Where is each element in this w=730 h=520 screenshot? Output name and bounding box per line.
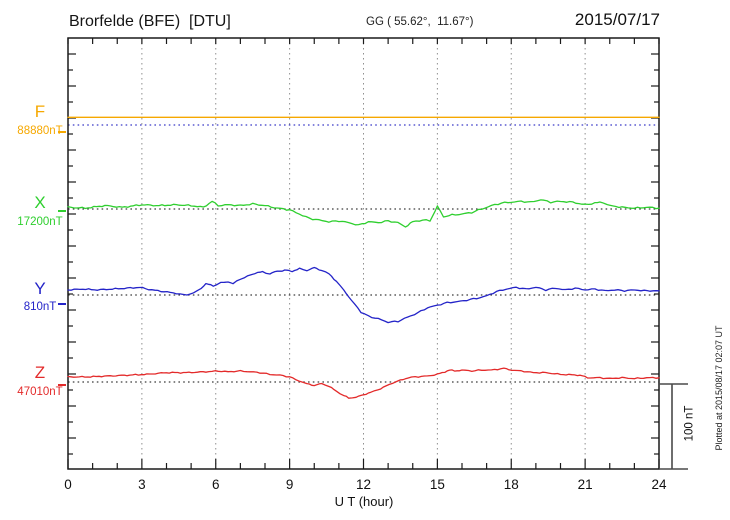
trace-z — [67, 367, 660, 399]
x-axis-tick-label: 0 — [64, 477, 72, 492]
component-baseline-z: 47010nT — [17, 386, 63, 398]
x-axis-tick-label: 12 — [355, 477, 372, 492]
component-baseline-y: 810nT — [23, 301, 57, 313]
x-axis-title: U T (hour) — [334, 494, 394, 509]
component-baseline-f: 88880nT — [17, 125, 63, 137]
x-axis-tick-label: 18 — [503, 477, 519, 492]
component-baseline-x: 17200nT — [17, 216, 63, 228]
plotted-at-timestamp: Plotted at 2015/08/17 02:07 UT — [714, 325, 724, 451]
x-axis-tick-label: 6 — [211, 477, 220, 492]
x-axis-tick-label: 9 — [285, 477, 294, 492]
station-title: Brorfelde (BFE) [DTU] — [69, 13, 231, 30]
component-label-y: Y — [34, 279, 46, 298]
date-label: 2015/07/17 — [574, 10, 660, 29]
component-label-f: F — [34, 102, 46, 121]
x-axis-tick-label: 24 — [651, 477, 667, 492]
component-label-x: X — [34, 193, 46, 212]
plot-frame — [67, 37, 660, 470]
x-axis-tick-label: 21 — [577, 477, 593, 492]
trace-y — [67, 266, 660, 324]
component-label-z: Z — [34, 363, 46, 382]
scale-bar-label: 100 nT — [683, 405, 696, 442]
geographic-coords-label: GG ( 55.62°, 11.67°) — [366, 16, 474, 28]
x-axis-tick-label: 15 — [429, 477, 445, 492]
x-axis-tick-label: 3 — [138, 477, 146, 492]
trace-x — [67, 199, 660, 228]
